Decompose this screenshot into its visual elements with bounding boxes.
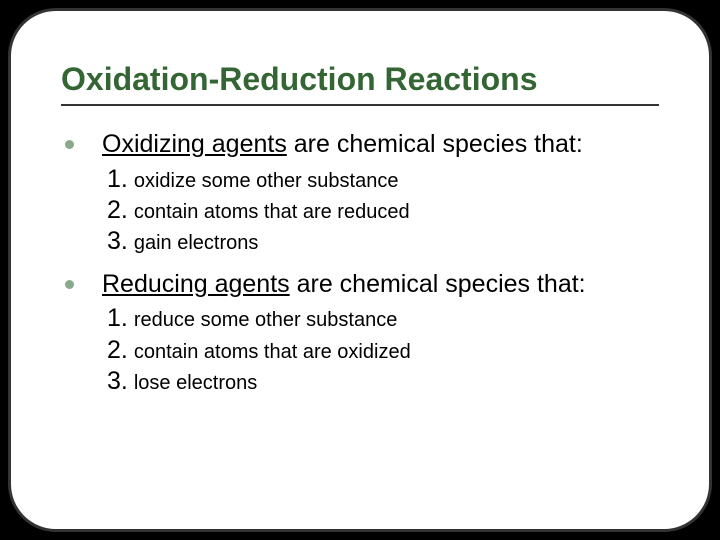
numbered-list: 1. reduce some other substance 2. contai… — [107, 303, 659, 397]
bullet-item: Oxidizing agents are chemical species th… — [65, 128, 659, 162]
lead-rest: are chemical species that: — [287, 130, 583, 158]
bullet-item: Reducing agents are chemical species tha… — [65, 268, 659, 302]
lead-rest: are chemical species that: — [290, 270, 586, 298]
item-number: 3. — [107, 366, 128, 397]
item-text: contain atoms that are reduced — [134, 200, 410, 225]
list-item: 1. oxidize some other substance — [107, 164, 659, 195]
bullet-text: Reducing agents are chemical species tha… — [102, 268, 586, 302]
item-text: lose electrons — [134, 371, 257, 396]
item-text: reduce some other substance — [134, 308, 398, 333]
slide-content: Oxidizing agents are chemical species th… — [61, 128, 659, 397]
bullet-icon — [65, 140, 74, 149]
item-number: 2. — [107, 195, 128, 226]
item-number: 3. — [107, 226, 128, 257]
item-number: 1. — [107, 164, 128, 195]
list-item: 2. contain atoms that are oxidized — [107, 335, 659, 366]
lead-underlined: Reducing agents — [102, 270, 290, 298]
list-item: 2. contain atoms that are reduced — [107, 195, 659, 226]
bullet-icon — [65, 280, 74, 289]
slide-frame: Oxidation-Reduction Reactions Oxidizing … — [8, 8, 712, 532]
item-text: oxidize some other substance — [134, 169, 399, 194]
numbered-list: 1. oxidize some other substance 2. conta… — [107, 164, 659, 258]
list-item: 3. lose electrons — [107, 366, 659, 397]
title-underline — [61, 104, 659, 106]
list-item: 3. gain electrons — [107, 226, 659, 257]
slide-title: Oxidation-Reduction Reactions — [61, 61, 659, 98]
item-number: 2. — [107, 335, 128, 366]
lead-underlined: Oxidizing agents — [102, 130, 287, 158]
item-number: 1. — [107, 303, 128, 334]
item-text: contain atoms that are oxidized — [134, 340, 411, 365]
item-text: gain electrons — [134, 231, 259, 256]
list-item: 1. reduce some other substance — [107, 303, 659, 334]
bullet-text: Oxidizing agents are chemical species th… — [102, 128, 583, 162]
